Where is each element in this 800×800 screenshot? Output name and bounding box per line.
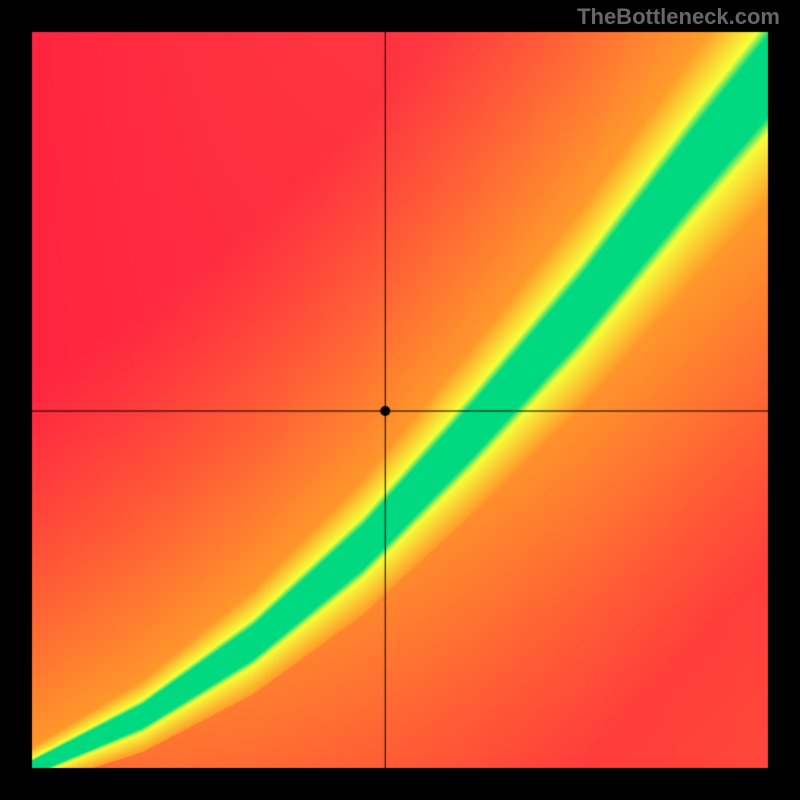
heatmap-canvas (0, 0, 800, 800)
chart-container: TheBottleneck.com (0, 0, 800, 800)
watermark-text: TheBottleneck.com (577, 4, 780, 30)
